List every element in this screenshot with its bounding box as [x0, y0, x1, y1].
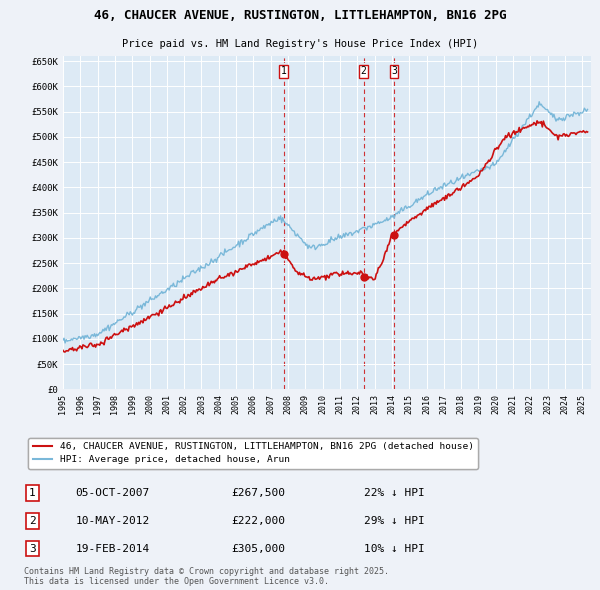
Text: 3: 3 [29, 543, 36, 553]
Text: 2: 2 [361, 66, 367, 76]
Text: 29% ↓ HPI: 29% ↓ HPI [364, 516, 424, 526]
Text: 2: 2 [29, 516, 36, 526]
Text: 3: 3 [391, 66, 397, 76]
Text: 05-OCT-2007: 05-OCT-2007 [76, 488, 150, 498]
Text: Contains HM Land Registry data © Crown copyright and database right 2025.
This d: Contains HM Land Registry data © Crown c… [24, 567, 389, 586]
Text: 19-FEB-2014: 19-FEB-2014 [76, 543, 150, 553]
Text: 10-MAY-2012: 10-MAY-2012 [76, 516, 150, 526]
Text: 1: 1 [281, 66, 287, 76]
Text: £222,000: £222,000 [231, 516, 285, 526]
Text: £305,000: £305,000 [231, 543, 285, 553]
Text: 10% ↓ HPI: 10% ↓ HPI [364, 543, 424, 553]
Text: £267,500: £267,500 [231, 488, 285, 498]
Text: 22% ↓ HPI: 22% ↓ HPI [364, 488, 424, 498]
Text: Price paid vs. HM Land Registry's House Price Index (HPI): Price paid vs. HM Land Registry's House … [122, 39, 478, 49]
Legend: 46, CHAUCER AVENUE, RUSTINGTON, LITTLEHAMPTON, BN16 2PG (detached house), HPI: A: 46, CHAUCER AVENUE, RUSTINGTON, LITTLEHA… [28, 438, 478, 469]
Text: 1: 1 [29, 488, 36, 498]
Text: 46, CHAUCER AVENUE, RUSTINGTON, LITTLEHAMPTON, BN16 2PG: 46, CHAUCER AVENUE, RUSTINGTON, LITTLEHA… [94, 9, 506, 22]
